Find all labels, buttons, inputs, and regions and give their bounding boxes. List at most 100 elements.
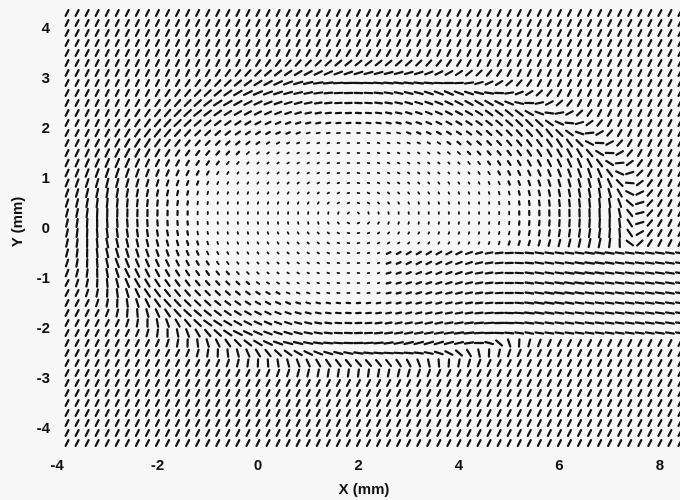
- field-arrow: [176, 199, 179, 207]
- field-arrow: [604, 311, 615, 315]
- field-arrow: [664, 271, 675, 275]
- field-arrow: [557, 238, 562, 248]
- field-arrow: [385, 48, 392, 58]
- field-arrow: [316, 181, 320, 185]
- field-arrow: [436, 379, 442, 387]
- field-arrow: [225, 439, 231, 447]
- field-arrow: [125, 198, 129, 208]
- field-arrow: [135, 248, 140, 258]
- field-arrow: [566, 158, 573, 168]
- field-arrow: [586, 369, 593, 377]
- field-arrow: [306, 291, 311, 295]
- field-arrow: [305, 9, 311, 17]
- field-arrow: [657, 189, 663, 197]
- field-arrow: [406, 38, 412, 48]
- field-arrow: [396, 439, 402, 447]
- field-arrow: [234, 300, 242, 306]
- field-arrow: [374, 111, 383, 115]
- field-arrow: [446, 140, 452, 146]
- field-arrow: [74, 68, 80, 78]
- field-arrow: [466, 9, 472, 17]
- field-arrow: [223, 319, 233, 327]
- field-arrow: [213, 329, 222, 337]
- field-arrow: [517, 200, 521, 206]
- field-arrow: [315, 358, 322, 368]
- field-arrow: [64, 349, 70, 357]
- field-arrow: [144, 278, 151, 288]
- field-arrow: [255, 58, 261, 68]
- field-arrow: [165, 349, 171, 357]
- field-arrow: [506, 369, 512, 377]
- field-arrow: [614, 301, 625, 305]
- field-arrow: [134, 359, 140, 367]
- field-arrow: [446, 439, 452, 447]
- field-arrow: [587, 167, 593, 179]
- field-arrow: [175, 19, 181, 27]
- field-arrow: [204, 328, 212, 338]
- field-arrow: [535, 138, 543, 148]
- field-arrow: [487, 241, 491, 245]
- field-arrow: [627, 379, 633, 387]
- field-arrow: [215, 58, 221, 68]
- field-arrow: [617, 369, 623, 377]
- field-arrow: [496, 359, 502, 367]
- field-arrow: [607, 359, 613, 367]
- field-arrow: [84, 339, 90, 347]
- field-arrow: [84, 379, 90, 387]
- field-arrow: [637, 349, 643, 357]
- field-arrow: [627, 129, 633, 137]
- field-arrow: [274, 120, 282, 126]
- field-arrow: [355, 419, 361, 427]
- field-arrow: [555, 128, 564, 138]
- field-arrow: [375, 48, 382, 58]
- field-arrow: [597, 227, 602, 239]
- field-arrow: [606, 129, 614, 137]
- field-arrow: [617, 207, 622, 219]
- field-arrow: [624, 331, 635, 335]
- field-arrow: [637, 68, 643, 78]
- field-arrow: [626, 139, 633, 147]
- field-arrow: [276, 358, 280, 368]
- field-arrow: [223, 309, 232, 317]
- field-arrow: [506, 149, 512, 157]
- field-arrow: [576, 98, 583, 108]
- field-arrow: [203, 309, 212, 317]
- field-arrow: [295, 131, 301, 135]
- field-arrow: [413, 90, 424, 96]
- field-arrow: [524, 291, 535, 295]
- field-arrow: [637, 409, 643, 417]
- field-arrow: [245, 9, 251, 17]
- field-arrow: [597, 359, 603, 367]
- y-tick-label: 0: [42, 220, 50, 237]
- field-arrow: [556, 429, 563, 437]
- field-arrow: [557, 228, 562, 238]
- field-arrow: [556, 158, 563, 168]
- field-arrow: [575, 139, 584, 147]
- field-arrow: [513, 321, 525, 325]
- field-arrow: [395, 301, 402, 305]
- field-arrow: [156, 199, 159, 207]
- field-arrow: [654, 301, 665, 305]
- field-arrow: [403, 340, 414, 346]
- field-arrow: [425, 131, 432, 135]
- field-arrow: [104, 58, 110, 68]
- field-arrow: [236, 251, 240, 255]
- field-arrow: [236, 261, 240, 265]
- field-arrow: [597, 19, 603, 27]
- field-arrow: [588, 218, 591, 228]
- field-arrow: [447, 358, 451, 368]
- field-arrow: [674, 331, 680, 335]
- field-arrow: [476, 29, 482, 38]
- field-arrow: [413, 351, 424, 355]
- field-arrow: [186, 230, 190, 236]
- field-arrow: [586, 419, 593, 427]
- field-arrow: [196, 240, 200, 246]
- field-arrow: [134, 108, 141, 118]
- field-arrow: [354, 359, 363, 367]
- field-arrow: [567, 238, 572, 248]
- field-arrow: [566, 349, 573, 357]
- field-arrow: [627, 98, 633, 108]
- field-arrow: [543, 301, 555, 305]
- field-arrow: [185, 259, 190, 267]
- field-arrow: [286, 201, 290, 205]
